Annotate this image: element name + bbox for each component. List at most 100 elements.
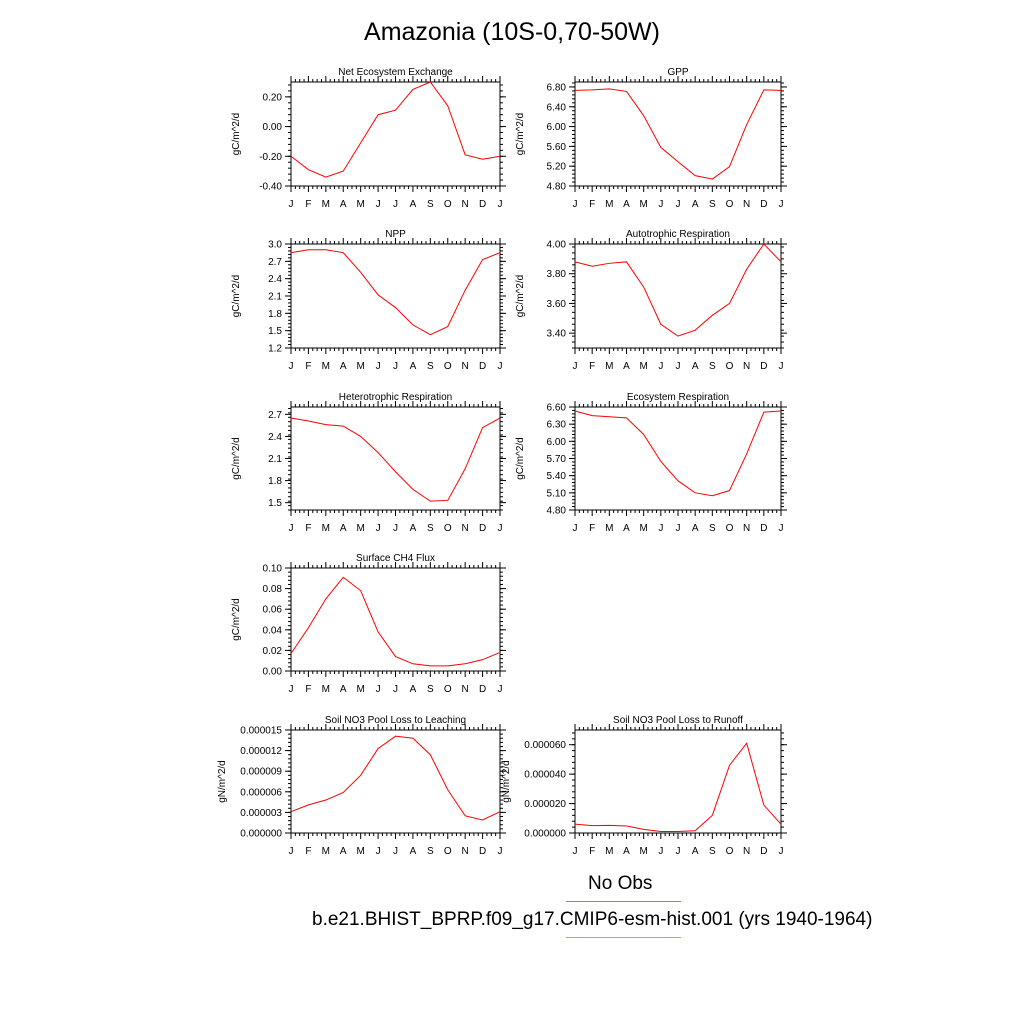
y-axis-label: gC/m^2/d	[231, 113, 242, 156]
x-tick-label: M	[356, 846, 364, 857]
series-line	[290, 576, 501, 667]
x-tick-label: M	[322, 846, 330, 857]
x-tick-label: O	[726, 523, 734, 534]
x-tick-label: M	[322, 361, 330, 372]
panel-ch4: Surface CH4 Flux gC/m^2/d 0.00 0.02 0.04 0.06…	[231, 553, 506, 695]
y-tick-label: 3.60	[547, 299, 567, 310]
x-tick-label: M	[322, 523, 330, 534]
x-tick-label: A	[340, 361, 347, 372]
x-tick-label: F	[305, 846, 311, 857]
x-tick-label: M	[639, 523, 647, 534]
plot-frame	[574, 729, 782, 834]
x-tick-label: S	[427, 846, 434, 857]
y-tick-label: 6.60	[547, 403, 567, 414]
x-tick-label: J	[573, 361, 578, 372]
x-tick-label: A	[340, 523, 347, 534]
plot-frame	[290, 567, 501, 672]
x-tick-label: S	[427, 523, 434, 534]
x-tick-label: M	[605, 361, 613, 372]
y-tick-label: 1.5	[268, 498, 282, 509]
y-tick-label: 5.10	[547, 488, 567, 499]
x-tick-label: N	[462, 361, 469, 372]
x-tick-label: A	[623, 361, 630, 372]
x-tick-label: D	[760, 361, 767, 372]
y-tick-label: 6.30	[547, 420, 567, 431]
panel-title: Net Ecosystem Exchange	[338, 67, 453, 78]
x-tick-label: J	[658, 846, 663, 857]
legend-label-no-obs: No Obs	[588, 873, 653, 894]
panel-er: Ecosystem Respiration gC/m^2/d 4.80 5.10 5.4…	[515, 392, 787, 534]
plot-frame	[574, 406, 782, 511]
x-tick-label: A	[410, 361, 417, 372]
panel-title: Soil NO3 Pool Loss to Runoff	[613, 715, 743, 726]
y-tick-label: 3.80	[547, 269, 567, 280]
y-tick-label: 0.00	[263, 122, 283, 133]
x-tick-label: A	[410, 523, 417, 534]
plot-frame	[574, 243, 782, 349]
x-tick-label: M	[639, 199, 647, 210]
plot-frame	[290, 406, 501, 511]
x-tick-label: S	[709, 361, 716, 372]
y-tick-label: 2.4	[268, 274, 282, 285]
panel-ar: Autotrophic Respiration gC/m^2/d 3.40 3.60 3…	[515, 229, 787, 372]
x-tick-label: J	[393, 199, 398, 210]
y-axis-label: gC/m^2/d	[515, 437, 526, 480]
x-tick-label: A	[410, 199, 417, 210]
x-tick-label: M	[322, 684, 330, 695]
x-tick-label: M	[322, 199, 330, 210]
x-tick-label: J	[376, 846, 381, 857]
y-axis-label: gN/m^2/d	[217, 760, 228, 803]
y-tick-label: 2.1	[268, 454, 282, 465]
y-axis-label: gC/m^2/d	[515, 113, 526, 156]
x-tick-label: N	[462, 523, 469, 534]
plot-frame	[574, 81, 782, 187]
x-tick-label: D	[479, 523, 486, 534]
y-axis-label: gC/m^2/d	[231, 437, 242, 480]
x-tick-label: N	[462, 846, 469, 857]
x-tick-label: J	[658, 199, 663, 210]
x-tick-label: S	[709, 523, 716, 534]
x-tick-label: F	[589, 523, 595, 534]
y-tick-label: 1.2	[268, 344, 282, 355]
plot-frame	[290, 729, 501, 834]
series-line	[290, 81, 501, 178]
panel-title: Surface CH4 Flux	[356, 553, 435, 564]
x-tick-label: F	[305, 199, 311, 210]
x-tick-label: J	[289, 199, 294, 210]
y-axis-label: gN/m^2/d	[501, 760, 512, 803]
x-tick-label: J	[393, 846, 398, 857]
x-tick-label: F	[589, 361, 595, 372]
y-axis-label: gC/m^2/d	[515, 275, 526, 318]
series-line	[574, 88, 782, 180]
x-tick-label: N	[743, 199, 750, 210]
panel-leach: Soil NO3 Pool Loss to Leaching gN/m^2/d 0.…	[217, 715, 506, 857]
y-tick-label: 0.000000	[524, 829, 566, 840]
x-tick-label: D	[479, 361, 486, 372]
y-tick-label: 2.1	[268, 292, 282, 303]
panel-title: GPP	[667, 67, 688, 78]
x-tick-label: J	[779, 523, 784, 534]
x-tick-label: D	[760, 523, 767, 534]
series-line	[290, 735, 501, 821]
x-tick-label: N	[462, 199, 469, 210]
x-tick-label: F	[305, 523, 311, 534]
y-axis-label: gC/m^2/d	[231, 598, 242, 641]
x-tick-label: J	[498, 523, 503, 534]
y-tick-label: 6.00	[547, 437, 567, 448]
x-tick-label: J	[676, 361, 681, 372]
x-tick-label: J	[779, 361, 784, 372]
x-tick-label: F	[305, 684, 311, 695]
x-tick-label: O	[726, 199, 734, 210]
y-tick-label: 1.8	[268, 309, 282, 320]
x-tick-label: O	[444, 523, 452, 534]
y-tick-label: 2.7	[268, 410, 282, 421]
x-tick-label: A	[692, 523, 699, 534]
y-tick-label: 4.80	[547, 182, 567, 193]
y-tick-label: 0.000020	[524, 799, 566, 810]
panel-runoff: Soil NO3 Pool Loss to Runoff gN/m^2/d 0.00…	[501, 715, 787, 857]
y-tick-label: -0.40	[259, 182, 282, 193]
x-tick-label: S	[709, 846, 716, 857]
